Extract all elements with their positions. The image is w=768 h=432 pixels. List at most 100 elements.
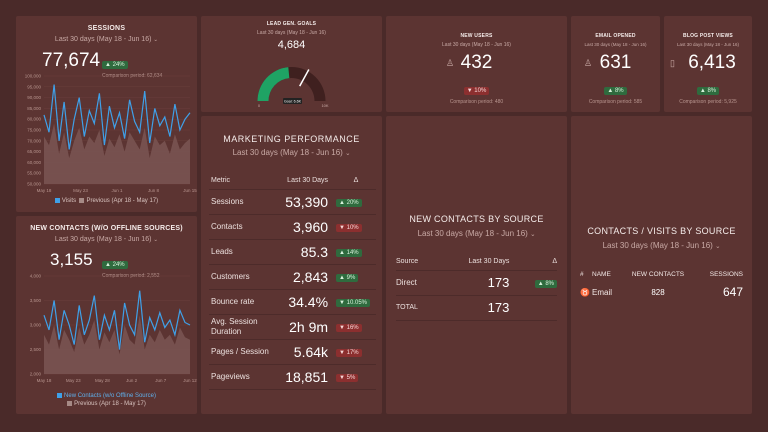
metric-value: 2h 9m xyxy=(285,314,337,340)
new-contacts-badge: ▲ 24% xyxy=(102,261,128,269)
metric-value: 53,390 xyxy=(285,189,337,215)
legend-new-contacts: New Contacts (w/o Offline Source) xyxy=(64,393,156,399)
blog-views-value: 6,413 xyxy=(688,52,736,73)
chevron-down-icon: ⌄ xyxy=(345,150,351,157)
metric-name: Sessions xyxy=(209,189,286,215)
contacts-visits-table: # NAME NEW CONTACTS SESSIONS ♉ Email 828… xyxy=(580,267,743,303)
y-tick-label: 70,000 xyxy=(27,138,41,143)
col-name: NAME xyxy=(592,270,611,278)
new-contacts-value: 3,155 xyxy=(50,250,93,269)
new-users-date-range: Last 30 days (May 18 - Jun 16) xyxy=(442,42,511,48)
metric-delta-badge: ▼ 5% xyxy=(336,373,359,382)
lead-gen-date-range: Last 30 days (May 18 - Jun 16) xyxy=(257,30,326,36)
previous-series-area xyxy=(44,123,190,184)
metric-value: 5.64k xyxy=(285,339,337,365)
total-label: TOTAL xyxy=(396,295,434,321)
gauge-fill xyxy=(257,67,290,101)
metric-name: Avg. Session Duration xyxy=(209,314,286,340)
email-icon: ♉ xyxy=(580,287,590,297)
user-icon: ♙ xyxy=(584,58,593,68)
chevron-down-icon: ⌄ xyxy=(153,237,159,243)
sessions-panel: SESSIONS Last 30 days (May 18 - Jun 16) … xyxy=(16,16,197,212)
y-tick-label: 60,000 xyxy=(27,160,41,165)
legend-swatch-visits xyxy=(54,198,60,203)
email-opened-title: EMAIL OPENED xyxy=(595,33,636,39)
y-tick-label: 50,000 xyxy=(27,182,41,187)
y-tick-label: 85,000 xyxy=(27,106,41,111)
y-tick-label: 2,500 xyxy=(30,347,42,352)
email-opened-comparison: Comparison period: 585 xyxy=(588,99,643,105)
contacts-visits-title: CONTACTS / VISITS BY SOURCE xyxy=(587,226,736,236)
row-name: Email xyxy=(592,287,613,297)
sessions-title: SESSIONS xyxy=(87,25,126,32)
x-tick-label: May 23 xyxy=(66,378,81,383)
new-contacts-title: NEW CONTACTS (W/O OFFLINE SOURCES) xyxy=(30,225,183,232)
y-tick-label: 55,000 xyxy=(27,171,41,176)
document-icon: ▯ xyxy=(670,58,675,68)
source-delta-badge: ▲ 8% xyxy=(534,279,557,288)
y-tick-label: 4,000 xyxy=(30,274,42,279)
email-opened-badge: ▲ 8% xyxy=(604,87,627,95)
contacts-by-source-title: NEW CONTACTS BY SOURCE xyxy=(409,214,544,224)
table-row: Avg. Session Duration 2h 9m ▼ 16% xyxy=(209,314,376,340)
chevron-down-icon: ⌄ xyxy=(153,37,159,43)
table-row: Sessions 53,390 ▲ 20% xyxy=(209,189,376,215)
legend-previous: Previous (Apr 18 - May 17) xyxy=(86,198,159,205)
new-contacts-panel: NEW CONTACTS (W/O OFFLINE SOURCES) Last … xyxy=(16,216,197,414)
x-tick-label: Jun 7 xyxy=(155,378,167,383)
new-contacts-date-range[interactable]: Last 30 days (May 18 - Jun 16) ⌄ xyxy=(54,236,159,243)
metric-name: Pageviews xyxy=(209,364,286,390)
chevron-down-icon: ⌄ xyxy=(715,243,721,250)
marketing-date-range[interactable]: Last 30 days (May 18 - Jun 16) ⌄ xyxy=(232,148,351,157)
x-tick-label: May 23 xyxy=(73,188,88,193)
y-tick-label: 80,000 xyxy=(27,117,41,122)
col-last-30-days: Last 30 Days xyxy=(285,172,337,190)
marketing-panel: MARKETING PERFORMANCE Last 30 days (May … xyxy=(201,116,382,414)
metric-delta-badge: ▼ 10.05% xyxy=(336,298,370,307)
legend-visits: Visits xyxy=(61,198,77,205)
table-row: Customers 2,843 ▲ 9% xyxy=(209,264,376,290)
total-value: 173 xyxy=(433,295,520,321)
gauge-max-label: 10K xyxy=(321,103,328,108)
y-tick-label: 100,000 xyxy=(25,74,42,79)
contacts-by-source-date-range[interactable]: Last 30 days (May 18 - Jun 16) ⌄ xyxy=(417,229,536,238)
metric-delta-badge: ▼ 17% xyxy=(336,348,362,357)
x-tick-label: May 28 xyxy=(95,378,110,383)
source-value: 173 xyxy=(433,270,520,296)
legend-swatch-previous xyxy=(67,400,73,406)
y-tick-label: 65,000 xyxy=(27,149,41,154)
legend-previous: Previous (Apr 18 - May 17) xyxy=(74,401,146,407)
table-header-row: Metric Last 30 Days Δ xyxy=(209,172,376,190)
y-tick-label: 2,000 xyxy=(30,372,42,377)
blog-views-comparison: Comparison period: 5,925 xyxy=(679,99,737,105)
y-tick-label: 90,000 xyxy=(27,95,41,100)
x-tick-label: Jun 1 xyxy=(111,188,123,193)
col-delta: Δ xyxy=(336,172,376,190)
contacts-visits-date-range[interactable]: Last 30 days (May 18 - Jun 16) ⌄ xyxy=(602,241,721,250)
metric-value: 3,960 xyxy=(285,214,337,240)
x-tick-label: Jun 15 xyxy=(183,188,197,193)
sessions-chart: 100,000 95,000 90,000 85,000 80,000 75,000 70,… xyxy=(25,74,197,194)
email-opened-value: 631 xyxy=(599,52,632,73)
row-sessions: 647 xyxy=(722,285,743,299)
marketing-title: MARKETING PERFORMANCE xyxy=(223,134,360,144)
current-series-line xyxy=(43,84,191,150)
x-tick-label: Jun 8 xyxy=(148,188,160,193)
goal-label-bg xyxy=(283,98,302,104)
sessions-date-range[interactable]: Last 30 days (May 18 - Jun 16) ⌄ xyxy=(54,36,159,43)
lead-gen-value: 4,684 xyxy=(277,39,306,51)
y-tick-label: 75,000 xyxy=(27,128,41,133)
sessions-value: 77,674 xyxy=(42,50,101,71)
table-row: Pages / Session 5.64k ▼ 17% xyxy=(209,339,376,365)
blog-views-date-range: Last 30 days (May 18 - Jun 16) xyxy=(676,42,740,47)
table-header-row: # NAME NEW CONTACTS SESSIONS xyxy=(580,267,743,281)
email-opened-panel: EMAIL OPENED Last 30 days (May 18 - Jun … xyxy=(571,16,660,112)
lead-gen-gauge: Goal: 6.6K 0 10K xyxy=(257,67,329,108)
y-tick-label: 3,500 xyxy=(30,298,42,303)
new-users-comparison: Comparison period: 480 xyxy=(449,99,504,105)
table-row: Contacts 3,960 ▼ 10% xyxy=(209,214,376,240)
x-tick-label: Jun 2 xyxy=(126,378,138,383)
new-contacts-legend: New Contacts (w/o Offline Source) Previo… xyxy=(16,392,197,408)
metric-delta-badge: ▲ 9% xyxy=(336,273,359,282)
blog-views-panel: BLOG POST VIEWS Last 30 days (May 18 - J… xyxy=(664,16,752,112)
